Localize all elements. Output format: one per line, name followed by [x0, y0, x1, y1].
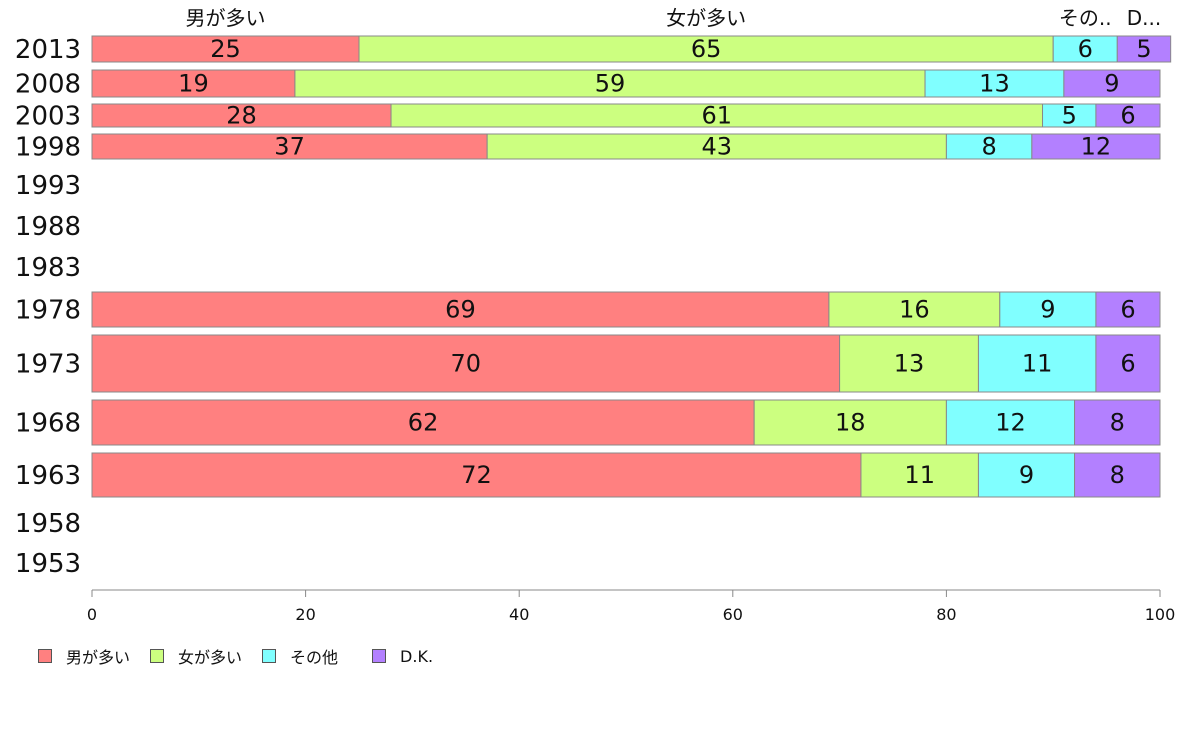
- x-tick-label-0: 0: [87, 605, 97, 624]
- bar-segment-2013-s1: [358, 35, 1054, 63]
- x-tick-label-80: 80: [936, 605, 956, 624]
- legend-label-female-more: 女が多い: [178, 648, 243, 667]
- data-label-1998-s0: 37: [274, 133, 305, 161]
- top-series-label-2: その..: [1059, 6, 1112, 30]
- data-label-1963-s1: 11: [904, 461, 935, 489]
- year-label-1993: 1993: [15, 171, 81, 201]
- legend-item-dk: D.K.: [372, 647, 433, 666]
- data-label-2013-s3: 5: [1136, 35, 1151, 63]
- data-label-2003-s1: 61: [702, 102, 733, 130]
- legend-item-female-more: 女が多い: [150, 644, 242, 668]
- bar-segment-1968-s3: [1074, 399, 1161, 446]
- year-label-2013: 2013: [15, 35, 81, 65]
- data-label-1968-s2: 12: [995, 409, 1026, 437]
- year-label-1973: 1973: [15, 350, 81, 380]
- year-label-1958: 1958: [15, 509, 81, 539]
- bar-segment-2013-s3: [1116, 35, 1172, 63]
- bar-segment-2013-s2: [1052, 35, 1118, 63]
- data-label-1973-s3: 6: [1120, 350, 1135, 378]
- legend-swatch-other: [262, 649, 277, 663]
- bar-segment-1978-s1: [828, 291, 1001, 328]
- bar-segment-2008-s1: [294, 69, 926, 98]
- bar-segment-1973-s3: [1095, 334, 1161, 393]
- year-label-2003: 2003: [15, 102, 81, 132]
- top-series-label-0: 男が多い: [186, 6, 266, 30]
- legend-label-other: その他: [290, 648, 339, 667]
- data-label-2013-s0: 25: [210, 35, 241, 63]
- data-label-2003-s3: 6: [1120, 102, 1135, 130]
- year-label-1998: 1998: [15, 133, 81, 163]
- year-label-1978: 1978: [15, 296, 81, 326]
- data-label-1978-s1: 16: [899, 296, 930, 324]
- data-label-1973-s1: 13: [894, 350, 925, 378]
- bar-segment-2008-s2: [924, 69, 1065, 98]
- x-tick-label-100: 100: [1145, 605, 1176, 624]
- bar-segment-1978-s3: [1095, 291, 1161, 328]
- x-tick-label-60: 60: [723, 605, 743, 624]
- data-label-2013-s2: 6: [1078, 35, 1093, 63]
- data-label-1963-s0: 72: [461, 461, 492, 489]
- legend-item-other: その他: [262, 644, 338, 668]
- bar-segment-1978-s0: [91, 291, 830, 328]
- top-series-label-1: 女が多い: [666, 6, 746, 30]
- year-label-2008: 2008: [15, 70, 81, 100]
- data-label-1963-s3: 8: [1110, 461, 1125, 489]
- bar-segment-1968-s1: [753, 399, 947, 446]
- bar-segment-1998-s3: [1031, 133, 1161, 160]
- bar-segment-2008-s3: [1063, 69, 1161, 98]
- legend-label-male-more: 男が多い: [66, 648, 131, 667]
- data-label-1978-s2: 9: [1040, 296, 1055, 324]
- x-tick-label-40: 40: [509, 605, 529, 624]
- legend-swatch-male-more: [38, 649, 52, 663]
- bar-segment-1963-s2: [977, 452, 1076, 498]
- data-label-1978-s0: 69: [445, 296, 476, 324]
- data-label-2003-s2: 5: [1062, 102, 1077, 130]
- year-label-1988: 1988: [15, 212, 81, 242]
- bar-segment-2003-s3: [1095, 103, 1161, 128]
- legend-swatch-dk: [372, 649, 387, 663]
- legend-swatch-female-more: [150, 649, 165, 663]
- data-label-1998-s2: 8: [981, 133, 996, 161]
- year-label-1953: 1953: [15, 549, 81, 579]
- data-label-2008-s1: 59: [595, 70, 626, 98]
- legend-label-dk: D.K.: [400, 646, 434, 666]
- x-tick-label-20: 20: [295, 605, 315, 624]
- data-label-1968-s1: 18: [835, 409, 866, 437]
- data-label-2013-s1: 65: [691, 35, 722, 63]
- data-label-1998-s3: 12: [1081, 133, 1112, 161]
- data-label-1973-s0: 70: [451, 350, 482, 378]
- chart-legend: 男が多い 女が多い その他 D.K.: [38, 644, 453, 668]
- data-label-1968-s3: 8: [1110, 409, 1125, 437]
- bar-segment-1973-s0: [91, 334, 841, 393]
- bar-segment-1998-s2: [945, 133, 1033, 160]
- year-label-1983: 1983: [15, 253, 81, 283]
- bar-segment-1963-s1: [860, 452, 979, 498]
- bar-segment-2013-s0: [91, 35, 360, 63]
- data-label-2003-s0: 28: [226, 102, 257, 130]
- top-series-label-3: D...: [1127, 6, 1161, 30]
- bar-segment-1998-s1: [486, 133, 947, 160]
- year-label-1968: 1968: [15, 409, 81, 439]
- data-label-1963-s2: 9: [1019, 461, 1034, 489]
- bar-segment-1978-s2: [999, 291, 1097, 328]
- legend-item-male-more: 男が多い: [38, 644, 130, 668]
- bar-segment-1968-s0: [91, 399, 755, 446]
- bar-segment-1963-s3: [1074, 452, 1161, 498]
- data-label-1968-s0: 62: [408, 409, 439, 437]
- data-label-1978-s3: 6: [1120, 296, 1135, 324]
- data-label-2008-s0: 19: [178, 70, 209, 98]
- bar-segment-1973-s1: [839, 334, 979, 393]
- data-label-2008-s2: 13: [979, 70, 1010, 98]
- year-label-1963: 1963: [15, 461, 81, 491]
- data-label-2008-s3: 9: [1104, 70, 1119, 98]
- bar-segment-1998-s0: [91, 133, 488, 160]
- data-label-1998-s1: 43: [702, 133, 733, 161]
- data-label-1973-s2: 11: [1022, 350, 1053, 378]
- bar-segment-2008-s0: [91, 69, 296, 98]
